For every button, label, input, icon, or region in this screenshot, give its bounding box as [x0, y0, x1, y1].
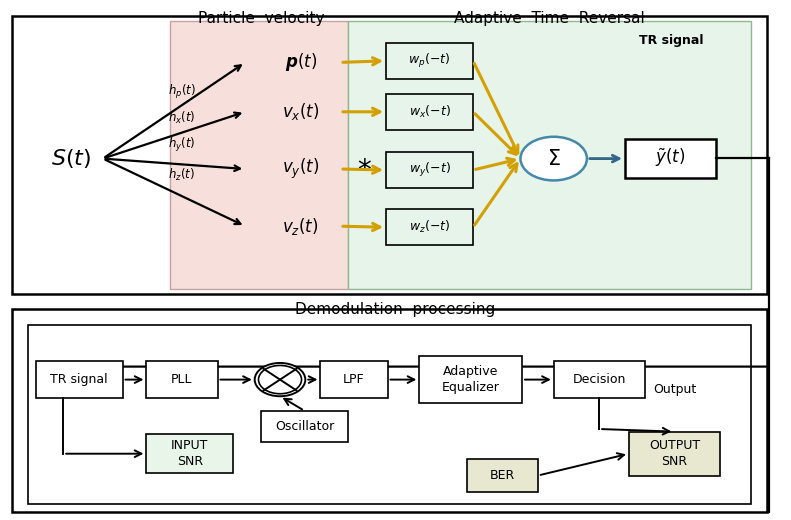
- Text: BER: BER: [490, 469, 515, 482]
- Text: $S(t)$: $S(t)$: [51, 147, 91, 170]
- Text: Output: Output: [653, 383, 696, 396]
- FancyBboxPatch shape: [36, 361, 123, 398]
- Circle shape: [255, 363, 305, 396]
- Text: OUTPUT
SNR: OUTPUT SNR: [649, 439, 700, 468]
- FancyBboxPatch shape: [12, 309, 767, 512]
- FancyBboxPatch shape: [28, 325, 751, 504]
- FancyBboxPatch shape: [348, 21, 751, 289]
- Circle shape: [520, 137, 587, 180]
- FancyBboxPatch shape: [12, 16, 767, 294]
- Text: $h_y(t)$: $h_y(t)$: [168, 136, 195, 154]
- Text: $w_z(-t)$: $w_z(-t)$: [409, 219, 450, 235]
- Text: Particle  velocity: Particle velocity: [198, 11, 324, 27]
- FancyBboxPatch shape: [625, 139, 716, 178]
- Text: $\Sigma$: $\Sigma$: [547, 149, 561, 168]
- Text: TR signal: TR signal: [638, 34, 703, 47]
- Text: $\boldsymbol{v_y}(t)$: $\boldsymbol{v_y}(t)$: [282, 157, 320, 181]
- FancyBboxPatch shape: [386, 43, 473, 79]
- FancyBboxPatch shape: [386, 94, 473, 130]
- Text: Adaptive  Time  Reversal: Adaptive Time Reversal: [454, 11, 645, 27]
- Text: $\boldsymbol{v_z}(t)$: $\boldsymbol{v_z}(t)$: [282, 216, 319, 237]
- Text: Adaptive
Equalizer: Adaptive Equalizer: [441, 365, 500, 394]
- FancyBboxPatch shape: [554, 361, 645, 398]
- FancyBboxPatch shape: [629, 432, 720, 476]
- FancyBboxPatch shape: [419, 356, 522, 403]
- Text: *: *: [357, 157, 371, 185]
- Text: $w_p(-t)$: $w_p(-t)$: [408, 52, 451, 70]
- Text: Oscillator: Oscillator: [275, 420, 334, 433]
- Text: TR signal: TR signal: [51, 373, 108, 386]
- Text: $w_y(-t)$: $w_y(-t)$: [409, 161, 450, 179]
- Text: Decision: Decision: [573, 373, 626, 386]
- Text: $\boldsymbol{v_x}(t)$: $\boldsymbol{v_x}(t)$: [282, 101, 320, 122]
- FancyBboxPatch shape: [146, 434, 233, 473]
- Text: $\boldsymbol{p}(t)$: $\boldsymbol{p}(t)$: [285, 51, 316, 73]
- FancyBboxPatch shape: [386, 152, 473, 188]
- FancyBboxPatch shape: [170, 21, 348, 289]
- Text: $\tilde{y}(t)$: $\tilde{y}(t)$: [655, 147, 686, 170]
- Text: $h_z(t)$: $h_z(t)$: [168, 167, 195, 183]
- Text: $w_x(-t)$: $w_x(-t)$: [409, 104, 450, 120]
- Text: Demodulation  processing: Demodulation processing: [295, 302, 496, 317]
- Text: $h_x(t)$: $h_x(t)$: [168, 110, 195, 126]
- Text: INPUT
SNR: INPUT SNR: [171, 439, 209, 468]
- FancyBboxPatch shape: [261, 411, 348, 442]
- FancyBboxPatch shape: [467, 459, 538, 492]
- Text: LPF: LPF: [343, 373, 365, 386]
- Text: PLL: PLL: [171, 373, 193, 386]
- FancyBboxPatch shape: [320, 361, 388, 398]
- FancyBboxPatch shape: [146, 361, 218, 398]
- Text: $h_p(t)$: $h_p(t)$: [168, 83, 196, 101]
- FancyBboxPatch shape: [386, 209, 473, 245]
